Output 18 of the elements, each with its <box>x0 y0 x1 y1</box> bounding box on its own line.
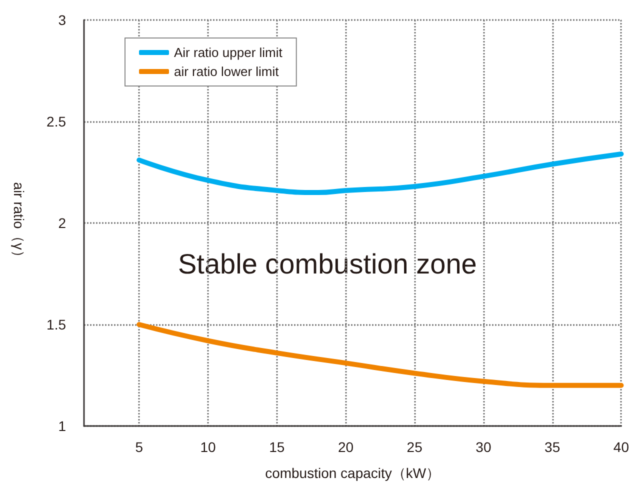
x-tick-label: 40 <box>613 439 630 455</box>
y-tick-label: 1.5 <box>46 316 66 332</box>
x-tick-label: 10 <box>200 439 216 455</box>
y-tick-label: 3 <box>58 12 66 28</box>
x-tick-label: 20 <box>338 439 354 455</box>
legend-label: air ratio lower limit <box>174 64 280 79</box>
y-tick-label: 2 <box>58 215 66 231</box>
x-tick-label: 15 <box>269 439 285 455</box>
y-tick-label: 2.5 <box>46 114 66 130</box>
x-tick-label: 5 <box>135 439 144 455</box>
x-axis-title: combustion capacity（kW） <box>265 465 440 481</box>
x-tick-label: 35 <box>544 439 560 455</box>
annotation: Stable combustion zone <box>178 248 477 280</box>
legend-label: Air ratio upper limit <box>174 45 283 60</box>
y-axis-title: air ratio（γ） <box>11 182 27 264</box>
y-tick-label: 1 <box>58 418 66 434</box>
x-tick-label: 25 <box>406 439 423 455</box>
x-tick-label: 30 <box>476 439 492 455</box>
